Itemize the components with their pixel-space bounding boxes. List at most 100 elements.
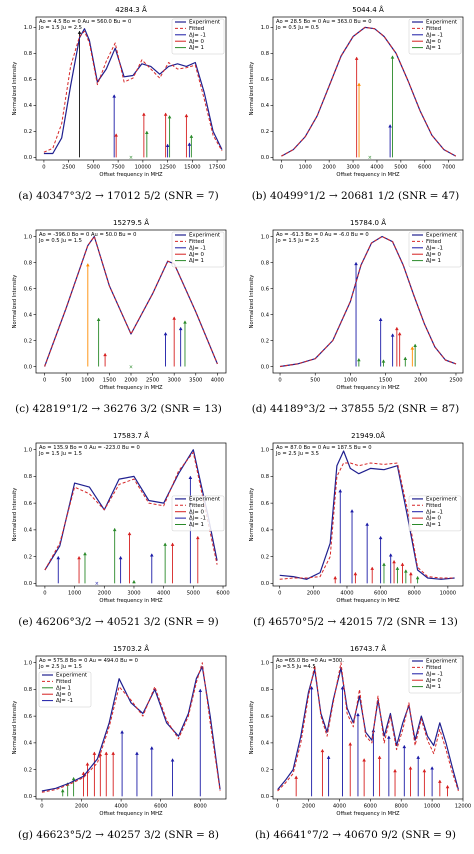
legend-label: ΔJ= -1 (56, 698, 73, 704)
chart-title: 15279.5 Å (113, 218, 149, 227)
x-tick-label: 1000 (299, 165, 312, 171)
stick-marker (172, 316, 176, 320)
stick-marker (354, 261, 358, 266)
y-tick-label: 1.0 (261, 660, 269, 666)
caption-d: (d) 44189°3/2 → 37855 5/2 (SNR = 87) (251, 403, 460, 415)
stick-marker (77, 30, 82, 34)
caption-h: (h) 46641°7/2 → 40670 9/2 (SNR = 9) (255, 829, 456, 841)
legend-label: ΔJ= 0 (189, 509, 205, 515)
x-tick-label: 6000 (374, 591, 387, 597)
legend-label: ΔJ= 1 (189, 258, 204, 264)
y-tick-label: 0.8 (24, 474, 32, 480)
x-axis-label: Offset frequency in MHZ (99, 172, 163, 178)
x-tick-label: 3000 (168, 378, 181, 384)
parameter-text: Ao = 135.9 Bo = 0 Au = -223.0 Bu = 0 (39, 445, 140, 451)
stick-marker (167, 115, 172, 119)
x-axis-label: Offset frequency in MHZ (99, 598, 163, 604)
stick-marker (163, 112, 168, 116)
plot-frame (35, 655, 227, 800)
legend-box (408, 657, 462, 694)
y-tick-label: 0.4 (24, 741, 33, 747)
y-axis-label: Normalized Intensity (12, 62, 18, 116)
x-axis-label: Offset frequency in MHZ (336, 811, 400, 817)
legend-label: ΔJ= -1 (189, 516, 206, 522)
x-axis-label: Offset frequency in MHZ (99, 385, 163, 391)
stick-marker (397, 332, 402, 336)
legend-label: Fitted (426, 503, 441, 509)
chart-h: 16743.7 Å 0.0 0.2 0.4 0.6 0.8 1.0 0 2000 4000 6000… (249, 644, 471, 817)
y-axis-label: Normalized Intensity (249, 275, 255, 329)
stick-marker (149, 553, 154, 557)
x-axis-label: Offset frequency in MHZ (336, 385, 400, 391)
stick-marker (96, 317, 101, 321)
parameter-text: Jo = 1.5 Ju = 2.5 (275, 238, 319, 244)
x-tick-label: 6000 (154, 804, 167, 810)
stick-marker (111, 751, 115, 755)
y-tick-label: 0.4 (24, 528, 33, 534)
parameter-text: Jo = 0.5 Ju = 0.5 (275, 25, 319, 31)
legend-label: Experiment (426, 659, 457, 665)
legend-label: ΔJ= 0 (189, 39, 205, 45)
x-tick-label: 2000 (307, 591, 320, 597)
caption-c: (c) 42819°1/2 → 36276 3/2 (SNR = 13) (15, 403, 222, 415)
x-tick-label: 0 (43, 591, 46, 597)
chart-e: 17583.7 Å 0.0 0.2 0.4 0.6 0.8 1.0 0 1000 2000 3000… (12, 431, 230, 604)
parameter-text: Ao = -396.0 Bo = 0 Au = 50.0 Bu = 0 (39, 232, 136, 238)
legend-box (408, 18, 462, 55)
x-tick-label: 6000 (418, 165, 431, 171)
x-tick-label: 10000 (424, 804, 441, 810)
x-tick-label: 0 (43, 378, 46, 384)
stick-marker (170, 758, 175, 762)
fitted-line (281, 26, 457, 157)
legend-label: ΔJ= 1 (426, 45, 441, 51)
legend-label: ΔJ= 0 (189, 252, 205, 258)
y-tick-label: 0.2 (261, 554, 269, 560)
chart-g: 15703.2 Å 0.0 0.2 0.4 0.6 0.8 1.0 0 2000 4000 6000… (12, 644, 227, 817)
stick-marker (382, 562, 386, 566)
plot-frame (35, 442, 227, 587)
x-tick-label: 2000 (323, 165, 336, 171)
y-tick-label: 0.6 (24, 286, 32, 292)
x-tick-label: 1500 (103, 378, 116, 384)
y-tick-label: 0.2 (261, 338, 269, 344)
y-axis-label: Normalized Intensity (12, 275, 18, 329)
legend-label: Experiment (426, 497, 457, 503)
stick-marker (387, 735, 391, 739)
x-tick-label: 4000 (340, 591, 353, 597)
stick-marker (362, 758, 366, 762)
panel-e: 17583.7 Å 0.0 0.2 0.4 0.6 0.8 1.0 0 1000 2000 3000… (0, 426, 237, 639)
stick-marker (350, 509, 354, 513)
y-axis-label: Normalized Intensity (249, 62, 255, 116)
x-tick-label: 1000 (344, 378, 357, 384)
stick-marker: × (129, 364, 133, 370)
y-tick-label: 0.0 (261, 364, 269, 370)
stick-marker (86, 263, 90, 267)
fitted-line (44, 236, 218, 367)
x-tick-label: 2000 (414, 378, 427, 384)
panel-b: 5044.4 Å 0.0 0.2 0.4 0.6 0.8 1.0 0 1000 2000 3000 4… (237, 0, 474, 213)
legend-box (171, 18, 225, 55)
chart-title: 21949.0Å (351, 431, 385, 440)
stick-marker (294, 775, 298, 779)
x-axis-label: Offset frequency in MHZ (336, 172, 400, 178)
x-tick-label: 500 (61, 378, 71, 384)
x-tick-label: 2000 (98, 591, 111, 597)
stick-marker (170, 542, 175, 546)
parameter-text: Ao = 575.8 Bo = 0 Au = 494.0 Bu = 0 (39, 658, 138, 664)
x-tick-label: 4000 (211, 378, 224, 384)
stick-marker (183, 320, 187, 324)
plot-frame (272, 442, 464, 587)
x-axis-label: Offset frequency in MHZ (99, 811, 163, 817)
y-tick-label: 0.8 (261, 51, 269, 57)
parameter-text: Jo = 0.5 Ju = 1.5 (38, 238, 82, 244)
parameter-text: Ao =65.0 Bo =0 Au =300. (276, 658, 344, 664)
x-tick-label: 4000 (333, 804, 346, 810)
stick-marker (378, 535, 383, 540)
y-tick-label: 0.4 (24, 103, 33, 109)
fitted-line (277, 662, 459, 792)
chart-d: 15784.0 Å 0.0 0.2 0.4 0.6 0.8 1.0 0 500 1000 1500 2… (249, 218, 464, 391)
x-tick-label: 5000 (394, 165, 407, 171)
stick-marker (149, 746, 154, 750)
stick-marker (132, 580, 136, 584)
stick-marker (354, 56, 359, 60)
